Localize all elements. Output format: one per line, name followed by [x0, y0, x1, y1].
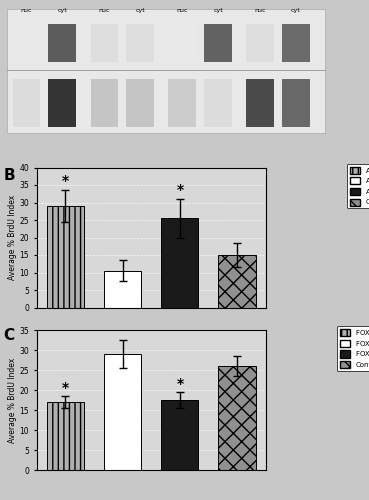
Bar	[104, 354, 141, 470]
Text: cyt: cyt	[291, 8, 301, 13]
Bar	[13, 79, 40, 126]
Bar	[161, 218, 199, 308]
Bar	[126, 24, 154, 62]
Y-axis label: Average % BrdU Index: Average % BrdU Index	[8, 195, 17, 280]
Bar	[48, 24, 76, 62]
Bar	[169, 79, 196, 126]
Bar	[246, 79, 274, 126]
Text: *: *	[62, 381, 69, 395]
Text: *: *	[176, 377, 183, 391]
Legend: AKT WT, AKT DN, AKT CA, Control: AKT WT, AKT DN, AKT CA, Control	[347, 164, 369, 208]
Bar	[161, 400, 199, 470]
Text: cyt: cyt	[213, 8, 223, 13]
Text: nuc: nuc	[99, 8, 110, 13]
Bar	[126, 79, 154, 126]
Bar	[47, 206, 84, 308]
Text: nuc: nuc	[176, 8, 188, 13]
Bar	[13, 24, 40, 62]
Bar	[90, 79, 118, 126]
Bar	[282, 79, 310, 126]
Text: C: C	[4, 328, 15, 342]
Bar	[169, 24, 196, 62]
Bar	[218, 366, 256, 470]
Bar	[246, 24, 274, 62]
Bar	[204, 24, 232, 62]
Bar	[104, 271, 141, 308]
Bar	[47, 402, 84, 470]
Text: *: *	[62, 174, 69, 188]
Bar	[204, 79, 232, 126]
Bar	[90, 24, 118, 62]
Text: *: *	[176, 183, 183, 197]
Bar	[48, 79, 76, 126]
Bar	[282, 24, 310, 62]
Bar	[218, 255, 256, 308]
Y-axis label: Average % BrdU Index: Average % BrdU Index	[8, 358, 17, 442]
Text: cyt: cyt	[57, 8, 67, 13]
Text: nuc: nuc	[255, 8, 266, 13]
Legend: FOXO1 WT, FOXO1 DN, FOXO1 CA, Control: FOXO1 WT, FOXO1 DN, FOXO1 CA, Control	[337, 326, 369, 371]
Text: cyt: cyt	[135, 8, 145, 13]
Text: B: B	[4, 168, 15, 182]
Text: nuc: nuc	[21, 8, 32, 13]
